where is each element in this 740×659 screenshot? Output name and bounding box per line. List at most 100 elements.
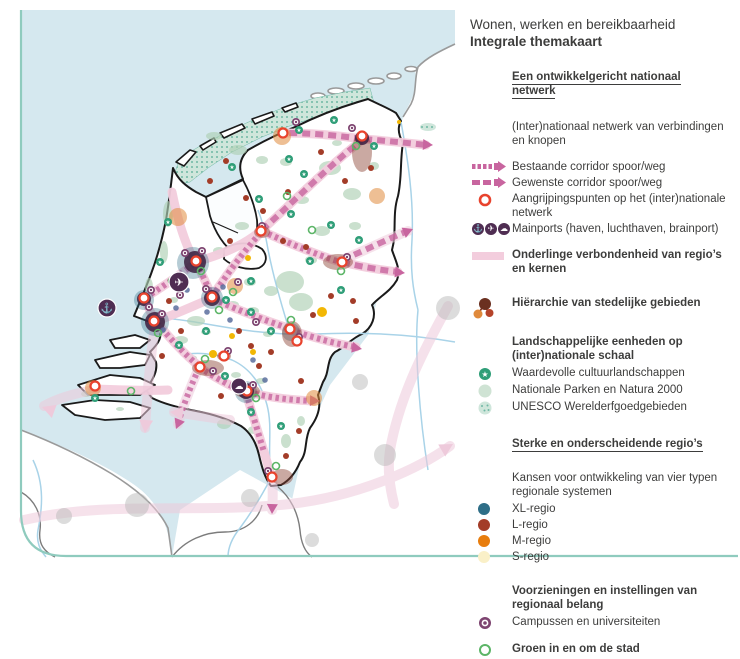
legend-item-label: Aangrijpingspunten op het (inter)nationa…: [512, 193, 726, 219]
culture-landscape-marker: ★: [295, 126, 303, 134]
star-circle: [267, 327, 275, 335]
l-region-dot: [248, 343, 254, 349]
netherlands-theme-map: ★★★★★★★★★★★★★★★★★★★★★★★★✈⚓☁: [19, 10, 738, 558]
legend-subheading-regions-group: Kansen voor ontwikkeling van vier typen …: [512, 472, 718, 498]
culture-landscape-marker: ★: [287, 210, 295, 218]
nature-area: [160, 241, 168, 263]
m-region-blob: [369, 188, 385, 204]
culture-landscape-marker: ★: [222, 296, 230, 304]
star-circle: [247, 408, 255, 416]
campus-center: [294, 120, 298, 124]
urban-green-marker: [282, 191, 292, 201]
nature-area: [206, 132, 222, 140]
nature-area: [349, 222, 361, 230]
culture-landscape-marker: ★: [164, 218, 172, 226]
wadden-islands: [175, 102, 299, 167]
nature-area: [231, 372, 241, 378]
star-circle: [277, 422, 285, 430]
campus-center: [160, 312, 164, 316]
small-city-dot: [204, 309, 210, 315]
s-region-dot: [229, 333, 235, 339]
legend-item-xl-region: XL-regio: [470, 502, 726, 516]
culture-landscape-marker: ★: [337, 286, 345, 294]
star-glyph: ★: [249, 409, 254, 416]
network-point-marker: [266, 471, 278, 483]
star-glyph: ★: [223, 373, 228, 380]
mainport-circle: [97, 298, 117, 318]
desired-corridor-icon: [470, 176, 512, 188]
campus-center: [251, 383, 255, 387]
anchor-icon: ⚓: [97, 298, 117, 318]
legend-item-m-region: M-regio: [470, 534, 726, 548]
connectivity-bar-icon: [470, 248, 512, 260]
legend-item-unesco: UNESCO Werelderfgoedgebieden: [470, 400, 726, 415]
legend-item-label: Gewenste corridor spoor/weg: [512, 177, 663, 189]
network-point-marker: [194, 361, 206, 373]
star-circle: [300, 170, 308, 178]
star-glyph: ★: [339, 287, 344, 294]
network-point-icon: [470, 192, 512, 207]
culture-landscape-marker: ★: [228, 163, 236, 171]
star-circle: [222, 296, 230, 304]
brain-icon: ☁: [498, 223, 510, 235]
svg-text:★: ★: [481, 370, 488, 379]
star-circle: [355, 236, 363, 244]
international-node: [241, 489, 259, 507]
star-circle: [164, 218, 172, 226]
urban-green-marker: [126, 386, 136, 396]
foreign-coastlines: [20, 43, 456, 558]
star-circle: [287, 210, 295, 218]
legend-item-label: Bestaande corridor spoor/weg: [512, 161, 666, 173]
page: { "title": { "line1": "Wonen, werken en …: [19, 10, 738, 656]
m-region-blob: [306, 390, 322, 406]
legend-item-label: Hiërarchie van stedelijke gebieden: [512, 297, 701, 309]
network-point-marker: [190, 255, 202, 267]
legend-item-label: Groen in en om de stad: [512, 643, 640, 655]
network-point-marker: [89, 380, 101, 392]
campus-marker: [292, 118, 300, 126]
belgium-land-fill: [21, 430, 172, 557]
campus-marker: [202, 285, 210, 293]
star-glyph: ★: [158, 259, 163, 266]
nature-area: [314, 226, 330, 236]
nature-area: [229, 145, 247, 155]
campus-marker: [158, 310, 166, 318]
germany-land: [292, 45, 455, 557]
nature-area: [187, 316, 205, 326]
star-circle: [247, 277, 255, 285]
l-region-dot: [268, 349, 274, 355]
culture-landscape-marker: ★: [355, 236, 363, 244]
nature-area: [116, 407, 124, 411]
urban-green-marker: [271, 461, 281, 471]
campus-marker: [147, 286, 155, 294]
foreign-borders: [20, 486, 313, 558]
l-region-icon: [470, 518, 512, 531]
legend-item-label: Nationale Parken en Natura 2000: [512, 384, 683, 396]
l-region-dot: [166, 298, 172, 304]
anchor-icon: ⚓: [472, 223, 484, 235]
star-circle: [247, 308, 255, 316]
culture-landscape-marker: ★: [202, 327, 210, 335]
international-node: [374, 444, 396, 466]
legend-item-label: Waardevolle cultuurlandschappen: [512, 367, 685, 379]
urban-hierarchy-icon: [470, 296, 512, 321]
star-circle: [306, 257, 314, 265]
campus-marker: [198, 247, 206, 255]
national-park-icon: [470, 383, 512, 398]
star-glyph: ★: [230, 164, 235, 171]
network-point-marker: [255, 225, 267, 237]
legend-item-s-region: S-regio: [470, 550, 726, 564]
nature-area: [264, 286, 278, 296]
legend-item-label: L-regio: [512, 519, 548, 531]
legend-item-network-points: Aangrijpingspunten op het (inter)nationa…: [470, 192, 726, 220]
network-point-marker: [284, 323, 296, 335]
nature-area: [276, 271, 304, 293]
nature-area: [235, 222, 249, 230]
l-region-dot: [368, 165, 374, 171]
small-city-dot: [220, 284, 226, 290]
star-glyph: ★: [297, 127, 302, 134]
urban-green-marker: [153, 328, 163, 338]
small-city-dot: [227, 317, 233, 323]
legend-subheading-landscape-group: Landschappelijke eenheden op (inter)nati…: [512, 336, 683, 362]
star-circle: [255, 195, 263, 203]
